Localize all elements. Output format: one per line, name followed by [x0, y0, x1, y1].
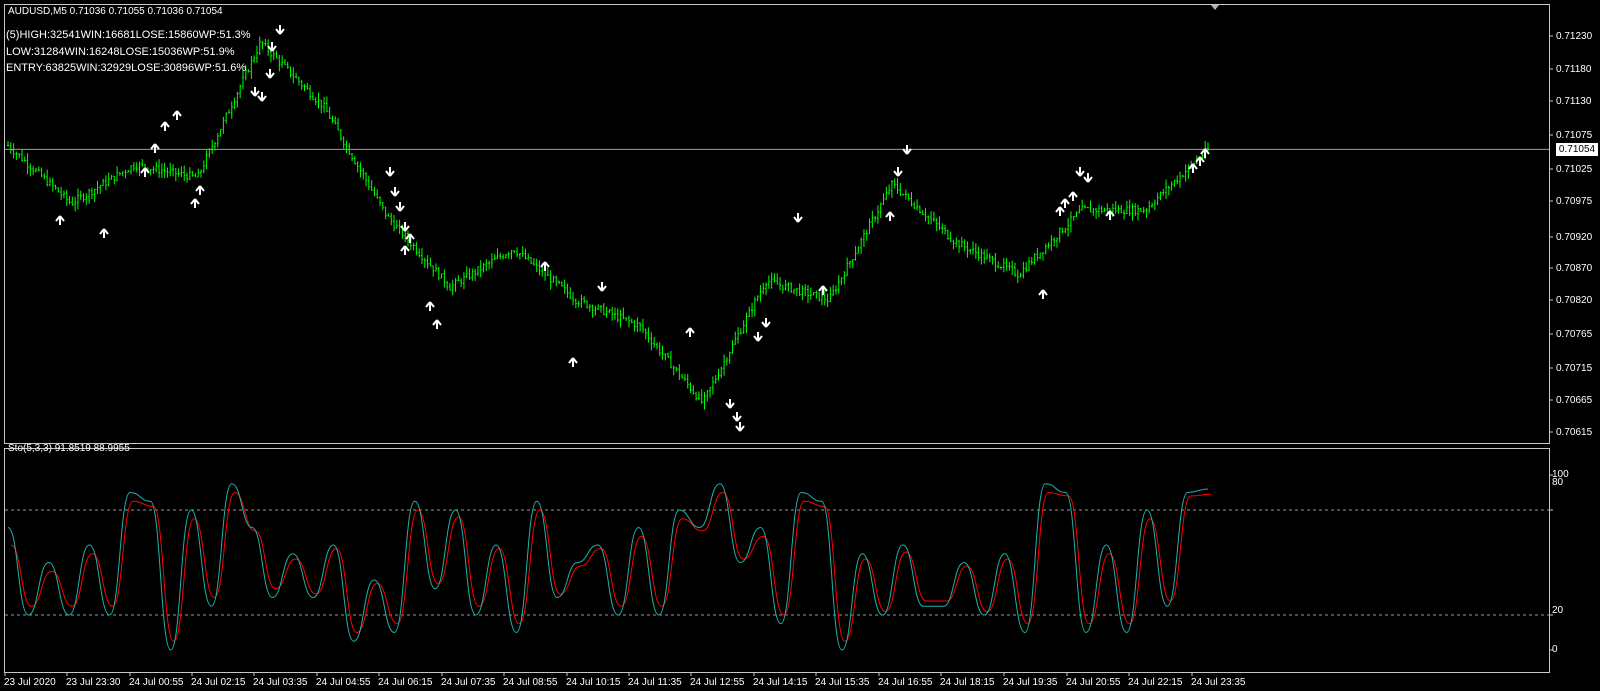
arrow-down-icon: [761, 318, 771, 328]
time-tick-label: 24 Jul 15:35: [815, 677, 870, 688]
price-tick-label: 0.70870: [1556, 263, 1593, 274]
arrow-up-icon: [405, 233, 415, 243]
arrow-up-icon: [400, 245, 410, 255]
sto-level-20: 20: [1552, 605, 1564, 616]
arrow-up-icon: [190, 198, 200, 208]
time-tick-label: 24 Jul 14:15: [753, 677, 808, 688]
stochastic-pane[interactable]: [4, 448, 1550, 673]
arrow-down-icon: [735, 422, 745, 432]
time-tick-label: 23 Jul 23:30: [66, 677, 121, 688]
arrow-down-icon: [267, 42, 277, 52]
time-tick-label: 24 Jul 12:55: [690, 677, 745, 688]
time-tick-label: 24 Jul 04:55: [316, 677, 371, 688]
price-tick-label: 0.70715: [1556, 363, 1593, 374]
arrow-down-icon: [793, 213, 803, 223]
arrow-up-icon: [568, 357, 578, 367]
price-tick-label: 0.70820: [1556, 295, 1593, 306]
time-tick-label: 24 Jul 00:55: [129, 677, 184, 688]
arrow-up-icon: [1105, 210, 1115, 220]
arrow-up-icon: [99, 228, 109, 238]
arrow-down-icon: [250, 87, 260, 97]
arrow-down-icon: [390, 187, 400, 197]
price-tick-label: 0.71180: [1556, 64, 1592, 75]
price-tick-label: 0.71130: [1556, 96, 1592, 107]
price-tick-label: 0.70975: [1556, 196, 1593, 207]
arrow-up-icon: [540, 261, 550, 271]
arrow-down-icon: [275, 25, 285, 35]
arrow-up-icon: [55, 215, 65, 225]
arrow-down-icon: [1075, 167, 1085, 177]
time-tick-label: 23 Jul 2020: [4, 677, 56, 688]
arrow-down-icon: [265, 69, 275, 79]
time-tick-label: 24 Jul 22:15: [1128, 677, 1183, 688]
sto-level-0: 0: [1552, 644, 1558, 655]
arrow-down-icon: [597, 282, 607, 292]
arrow-down-icon: [395, 202, 405, 212]
stat-low: LOW:31284WIN:16248LOSE:15036WP:51.9%: [6, 46, 235, 58]
time-tick-label: 24 Jul 19:35: [1003, 677, 1058, 688]
sto-level-80: 80: [1552, 477, 1564, 488]
arrow-down-icon: [725, 399, 735, 409]
time-tick-label: 24 Jul 08:55: [503, 677, 558, 688]
time-tick-label: 24 Jul 02:15: [191, 677, 246, 688]
price-chart-pane[interactable]: [4, 4, 1550, 444]
arrow-up-icon: [425, 301, 435, 311]
arrow-up-icon: [195, 185, 205, 195]
bid-price-label: 0.71054: [1556, 143, 1598, 156]
arrow-down-icon: [902, 145, 912, 155]
arrow-up-icon: [1188, 163, 1198, 173]
arrow-down-icon: [1083, 173, 1093, 183]
arrow-up-icon: [1060, 198, 1070, 208]
sto-signal-line: [10, 491, 1212, 642]
time-tick-label: 24 Jul 23:35: [1191, 677, 1246, 688]
chart-shift-marker[interactable]: [1211, 5, 1219, 10]
time-tick-label: 24 Jul 06:15: [378, 677, 433, 688]
price-tick-label: 0.70765: [1556, 329, 1593, 340]
time-tick-label: 24 Jul 10:15: [566, 677, 621, 688]
arrow-up-icon: [1200, 148, 1210, 158]
arrow-up-icon: [1038, 289, 1048, 299]
price-tick-label: 0.71025: [1556, 164, 1593, 175]
time-tick-label: 24 Jul 16:55: [878, 677, 933, 688]
time-tick-label: 24 Jul 18:15: [940, 677, 995, 688]
arrow-up-icon: [1068, 191, 1078, 201]
arrow-up-icon: [818, 285, 828, 295]
arrow-up-icon: [685, 327, 695, 337]
arrow-up-icon: [885, 211, 895, 221]
price-tick-label: 0.70615: [1556, 427, 1593, 438]
time-tick-label: 24 Jul 20:55: [1066, 677, 1121, 688]
arrow-up-icon: [160, 121, 170, 131]
arrow-down-icon: [893, 167, 903, 177]
arrow-down-icon: [400, 222, 410, 232]
price-tick-label: 0.70665: [1556, 395, 1593, 406]
symbol-info: AUDUSD,M5 0.71036 0.71055 0.71036 0.7105…: [8, 6, 223, 17]
time-tick-label: 24 Jul 11:35: [628, 677, 682, 688]
arrow-down-icon: [385, 167, 395, 177]
time-tick-label: 24 Jul 07:35: [441, 677, 496, 688]
indicator-label: Sto(5,3,3) 91.8519 88.9955: [8, 443, 130, 454]
price-tick-label: 0.71230: [1556, 31, 1593, 42]
arrow-down-icon: [732, 412, 742, 422]
price-tick-label: 0.71075: [1556, 130, 1593, 141]
arrow-up-icon: [1195, 156, 1205, 166]
sto-main-line: [7, 483, 1209, 651]
arrow-up-icon: [140, 167, 150, 177]
price-tick-label: 0.70920: [1556, 232, 1593, 243]
arrow-up-icon: [150, 143, 160, 153]
stat-high: (5)HIGH:32541WIN:16681LOSE:15860WP:51.3%: [6, 29, 251, 41]
arrow-up-icon: [432, 319, 442, 329]
arrow-down-icon: [257, 92, 267, 102]
arrow-up-icon: [172, 110, 182, 120]
stat-entry: ENTRY:63825WIN:32929LOSE:30896WP:51.6%: [6, 62, 247, 74]
arrow-down-icon: [753, 332, 763, 342]
time-tick-label: 24 Jul 03:35: [253, 677, 308, 688]
sto-level-100: 100: [1552, 469, 1569, 480]
arrow-up-icon: [1055, 206, 1065, 216]
